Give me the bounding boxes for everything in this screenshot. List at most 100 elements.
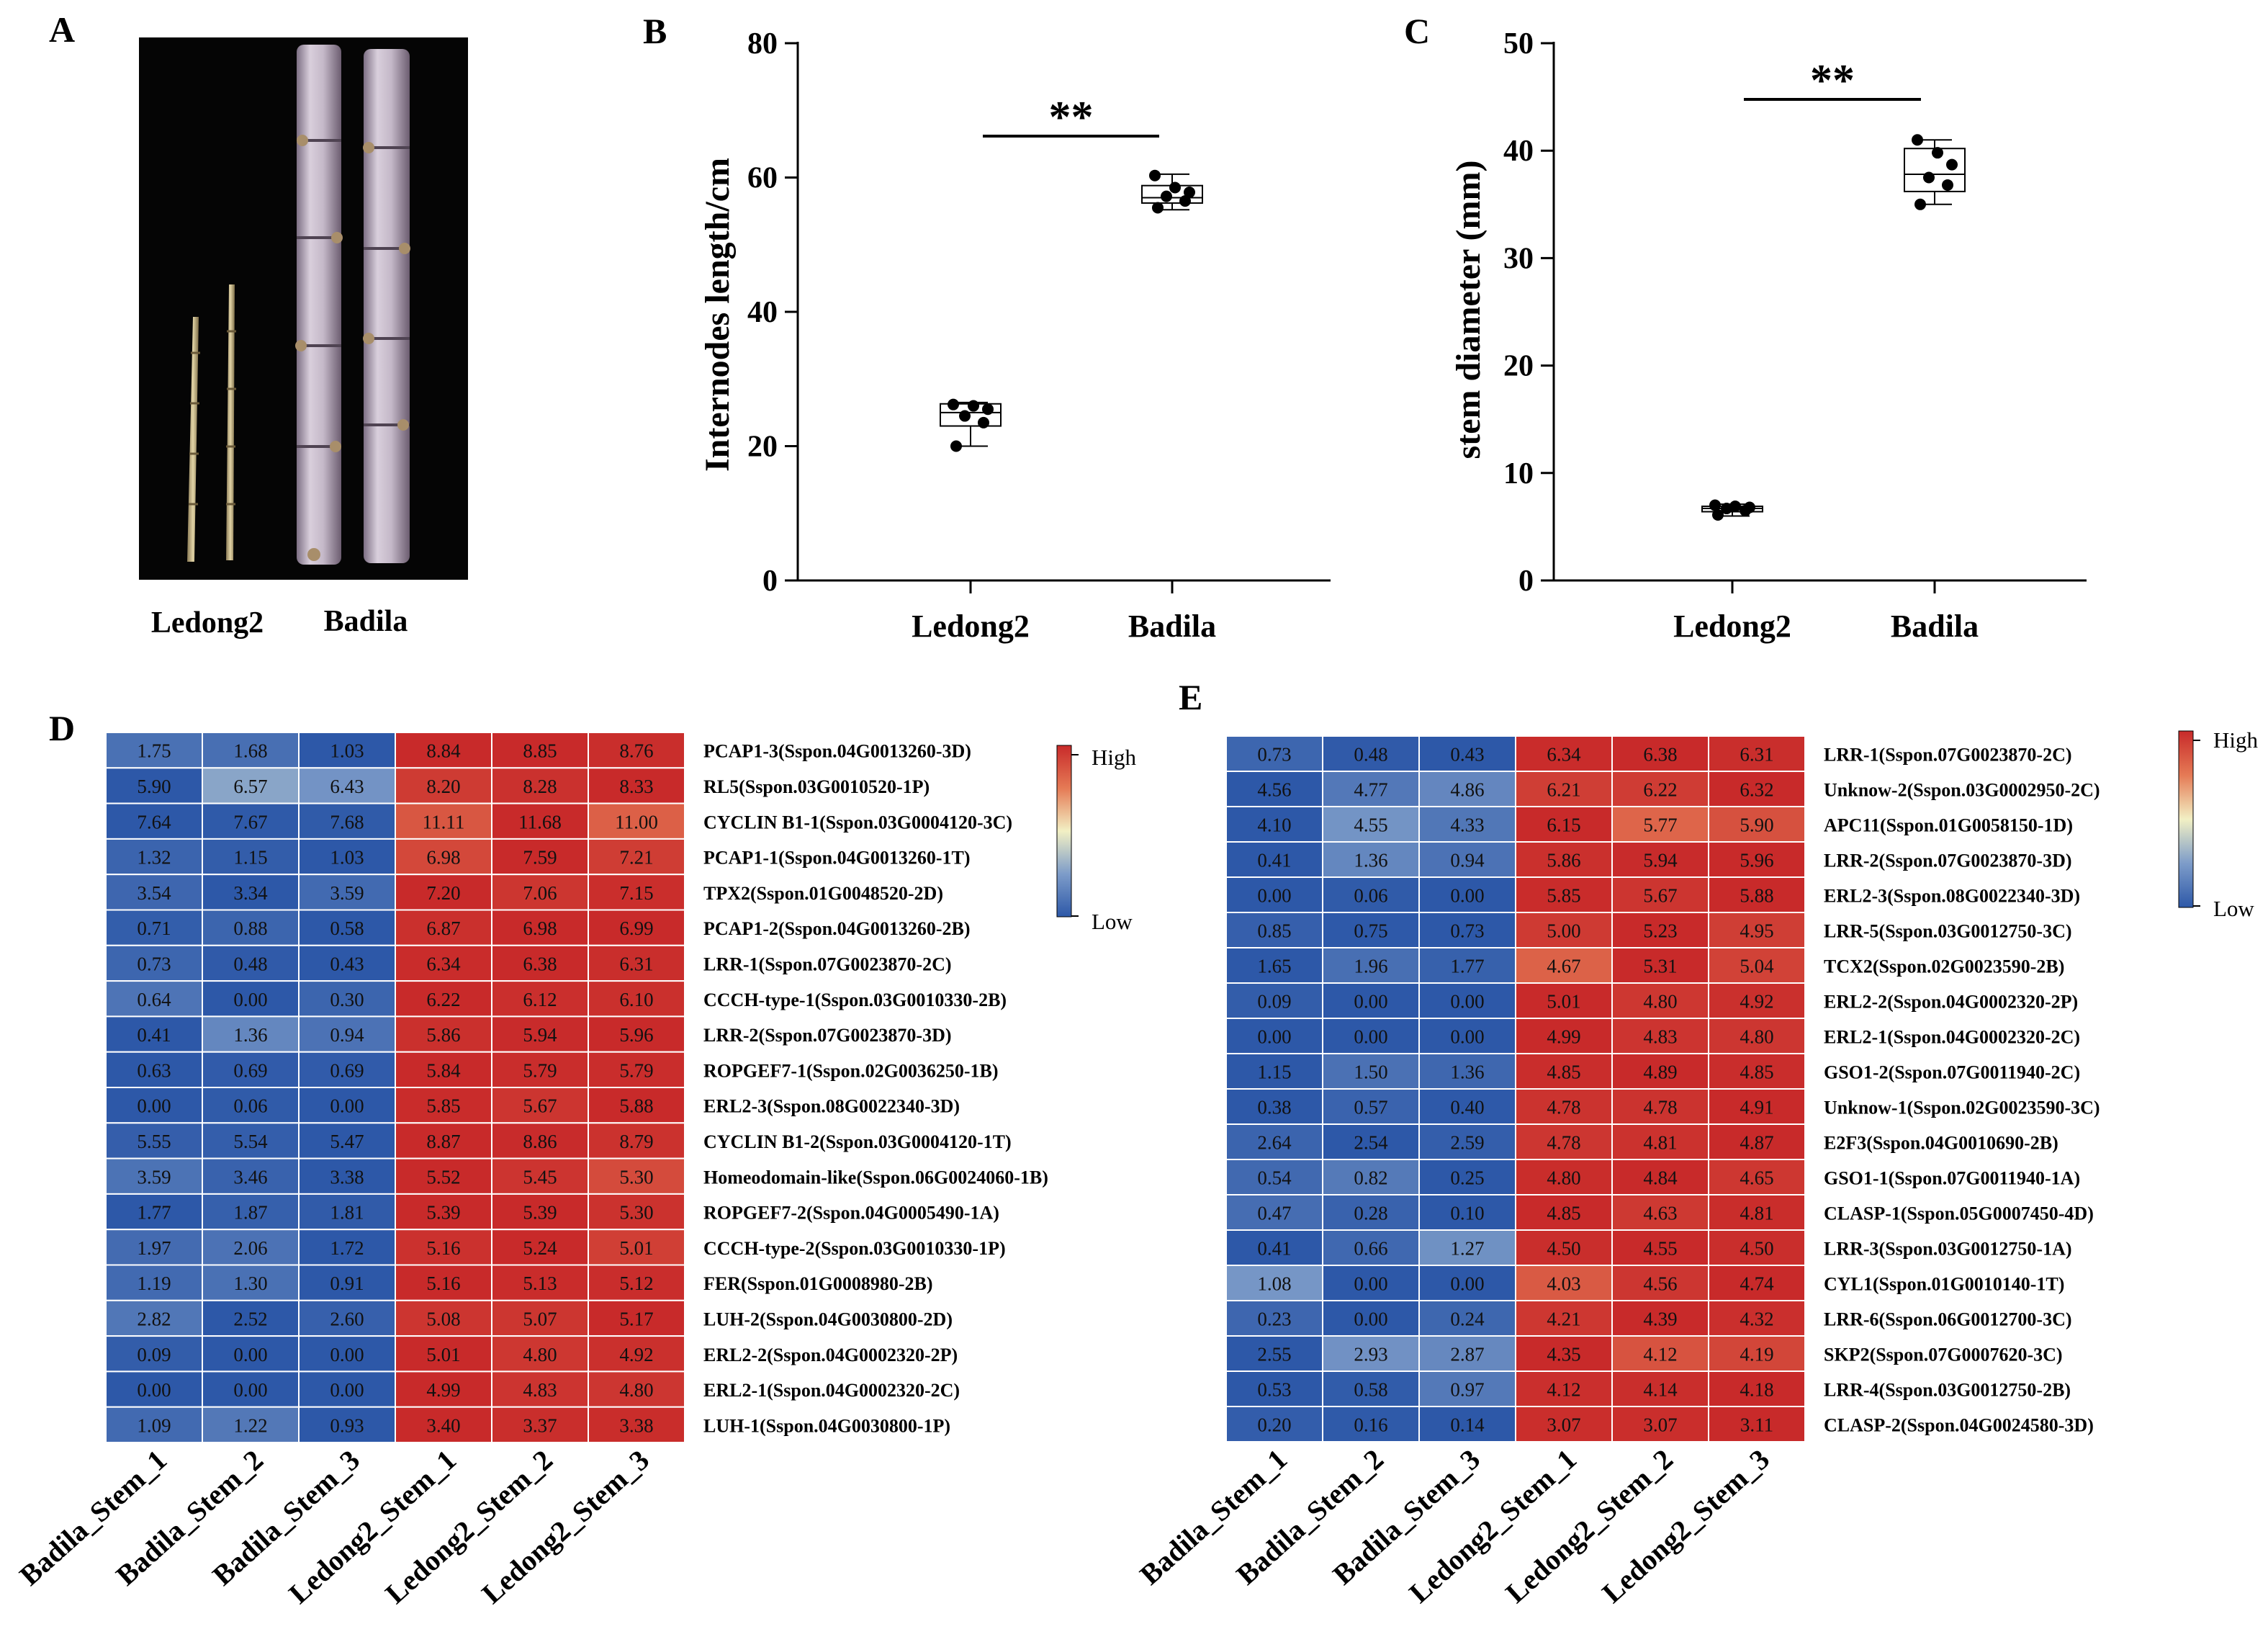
column-label: Ledong2_Stem_3: [475, 1443, 655, 1610]
row-gene-label: CYL1(Sspon.01G0010140-1T): [1824, 1274, 2064, 1295]
cell-value: 0.85: [1257, 920, 1291, 942]
row-gene-label: Homeodomain-like(Sspon.06G0024060-1B): [703, 1167, 1048, 1188]
heatmap-cell: [588, 767, 685, 804]
heatmap-cell: [298, 1229, 396, 1266]
heatmap-cell: [1418, 1406, 1516, 1443]
panel-d: D 1.75 1.68 1.03 8.84 8.85 8.76 PCAP1-3(Sspon.…: [13, 708, 1136, 1610]
heatmap-cell: [1611, 1406, 1709, 1443]
cell-value: 0.93: [330, 1414, 364, 1436]
cell-value: 4.50: [1547, 1238, 1580, 1260]
cell-value: 5.67: [1643, 885, 1677, 907]
data-point: [1744, 501, 1755, 513]
cell-value: 4.83: [523, 1379, 557, 1401]
heatmap-cell: [1322, 947, 1420, 984]
sugarcane-photo: [187, 45, 410, 565]
cell-value: 5.12: [619, 1273, 653, 1294]
heatmap-cell: [491, 802, 589, 840]
cell-value: 3.59: [137, 1166, 171, 1188]
heatmap-cell: [491, 838, 589, 876]
panel-c: C stem diameter (mm) 0 10 20 30 40 50 Ledong2 B…: [1404, 11, 2087, 644]
cell-value: 0.00: [1450, 991, 1484, 1013]
heatmap-cell: [1418, 1265, 1516, 1301]
cell-value: 3.46: [233, 1166, 267, 1188]
cell-value: 5.79: [619, 1059, 653, 1081]
heatmap-cell: [1611, 1300, 1709, 1337]
heatmap-cell: [1418, 1088, 1516, 1125]
heatmap-cell: [588, 1335, 685, 1373]
cell-value: 5.55: [137, 1131, 171, 1152]
y-tick-label: 30: [1503, 242, 1534, 275]
cell-value: 0.00: [137, 1379, 171, 1401]
cell-value: 5.39: [523, 1202, 557, 1224]
cell-value: 4.85: [1547, 1203, 1580, 1224]
heatmap-cell: [1611, 982, 1709, 1019]
panel-b: B Internodes length/cm 0 20 40 60 80 Ledong2 B…: [643, 11, 1331, 644]
heatmap-cell: [1708, 735, 1806, 772]
heatmap-cell: [1611, 912, 1709, 948]
cell-value: 4.99: [426, 1379, 460, 1401]
panel-letter-d: D: [49, 708, 75, 748]
cell-value: 5.79: [523, 1059, 557, 1081]
cell-value: 6.15: [1547, 815, 1580, 836]
heatmap-cell: [1225, 982, 1323, 1019]
heatmap-cell: [588, 874, 685, 911]
x-tick-label: Ledong2: [912, 609, 1030, 644]
cell-value: 0.47: [1257, 1203, 1291, 1224]
heatmap-cell: [105, 980, 203, 1018]
cell-value: 3.07: [1643, 1414, 1677, 1436]
heatmap-cell: [491, 874, 589, 911]
cell-value: 4.32: [1740, 1309, 1773, 1330]
cell-value: 4.86: [1450, 779, 1484, 801]
y-tick-label: 80: [747, 27, 778, 60]
heatmap-cell: [395, 980, 492, 1018]
cell-value: 5.88: [619, 1095, 653, 1117]
thick-cane-2: [364, 49, 410, 563]
heatmap-cell: [202, 1264, 300, 1301]
cell-value: 0.00: [1354, 1273, 1387, 1295]
heatmap-cell: [1515, 1335, 1613, 1372]
heatmap-cell: [588, 1087, 685, 1124]
cell-value: 5.16: [426, 1237, 460, 1259]
heatmap-cell: [1225, 1159, 1323, 1195]
heatmap-cell: [298, 874, 396, 911]
cell-value: 6.38: [1643, 744, 1677, 766]
heatmap-cell: [395, 1122, 492, 1159]
heatmap-cell: [1225, 771, 1323, 807]
heatmap-cell: [395, 1157, 492, 1195]
heatmap-cell: [1708, 1088, 1806, 1125]
cell-value: 8.85: [523, 740, 557, 762]
cell-value: 2.06: [233, 1237, 267, 1259]
cell-value: 0.54: [1257, 1167, 1292, 1189]
heatmap-cell: [202, 1335, 300, 1373]
row-gene-label: ERL2-1(Sspon.04G0002320-2C): [1824, 1027, 2080, 1048]
heatmap-cell: [1611, 1194, 1709, 1231]
heatmap-cell: [1515, 1123, 1613, 1160]
cell-value: 0.09: [137, 1344, 171, 1365]
cell-value: 5.86: [1547, 850, 1580, 871]
y-axis-title: Internodes length/cm: [698, 158, 737, 472]
cell-value: 6.99: [619, 918, 653, 939]
heatmap-cell: [1225, 1229, 1323, 1266]
cell-value: 5.94: [523, 1024, 557, 1046]
y-tick-label: 20: [747, 431, 778, 464]
heatmap-cell: [105, 1335, 203, 1373]
cell-value: 6.34: [426, 953, 461, 974]
cell-value: 0.73: [1257, 744, 1291, 766]
heatmap-cell: [1322, 912, 1420, 948]
cell-value: 4.78: [1547, 1097, 1580, 1118]
heatmap-cell: [395, 1193, 492, 1231]
heatmap-cell: [491, 1051, 589, 1088]
row-gene-label: GSO1-2(Sspon.07G0011940-2C): [1824, 1062, 2080, 1083]
cell-value: 0.09: [1257, 991, 1291, 1013]
heatmap-cell: [1225, 735, 1323, 772]
row-gene-label: LRR-6(Sspon.06G0012700-3C): [1824, 1309, 2072, 1330]
cell-value: 1.03: [330, 847, 364, 869]
cell-value: 4.10: [1257, 815, 1291, 836]
cell-value: 0.00: [137, 1095, 171, 1117]
row-gene-label: LRR-3(Sspon.03G0012750-1A): [1824, 1239, 2072, 1260]
cell-value: 4.56: [1257, 779, 1291, 801]
heatmap-cell: [1515, 1370, 1613, 1407]
heatmap-cell: [1515, 1194, 1613, 1231]
row-gene-label: LRR-1(Sspon.07G0023870-2C): [703, 954, 952, 974]
data-point: [959, 410, 971, 422]
